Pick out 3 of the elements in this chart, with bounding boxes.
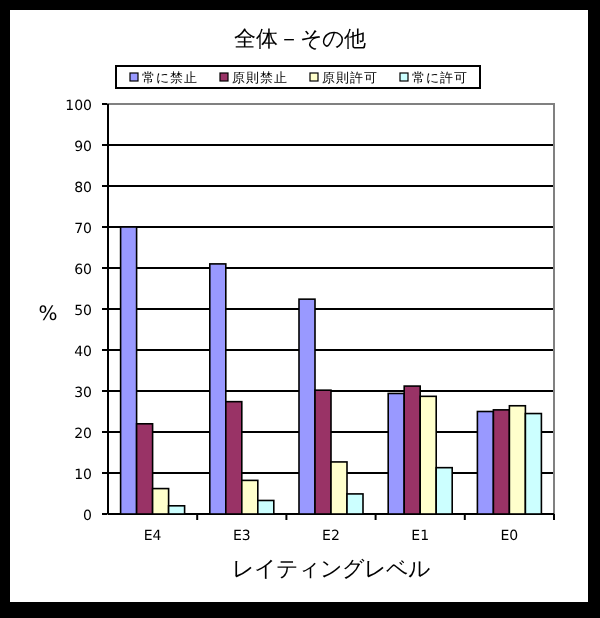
chart-title: 全体－その他	[234, 26, 366, 52]
x-axis-title: レイティングレベル	[232, 556, 430, 582]
y-axis-title: %	[38, 304, 58, 326]
